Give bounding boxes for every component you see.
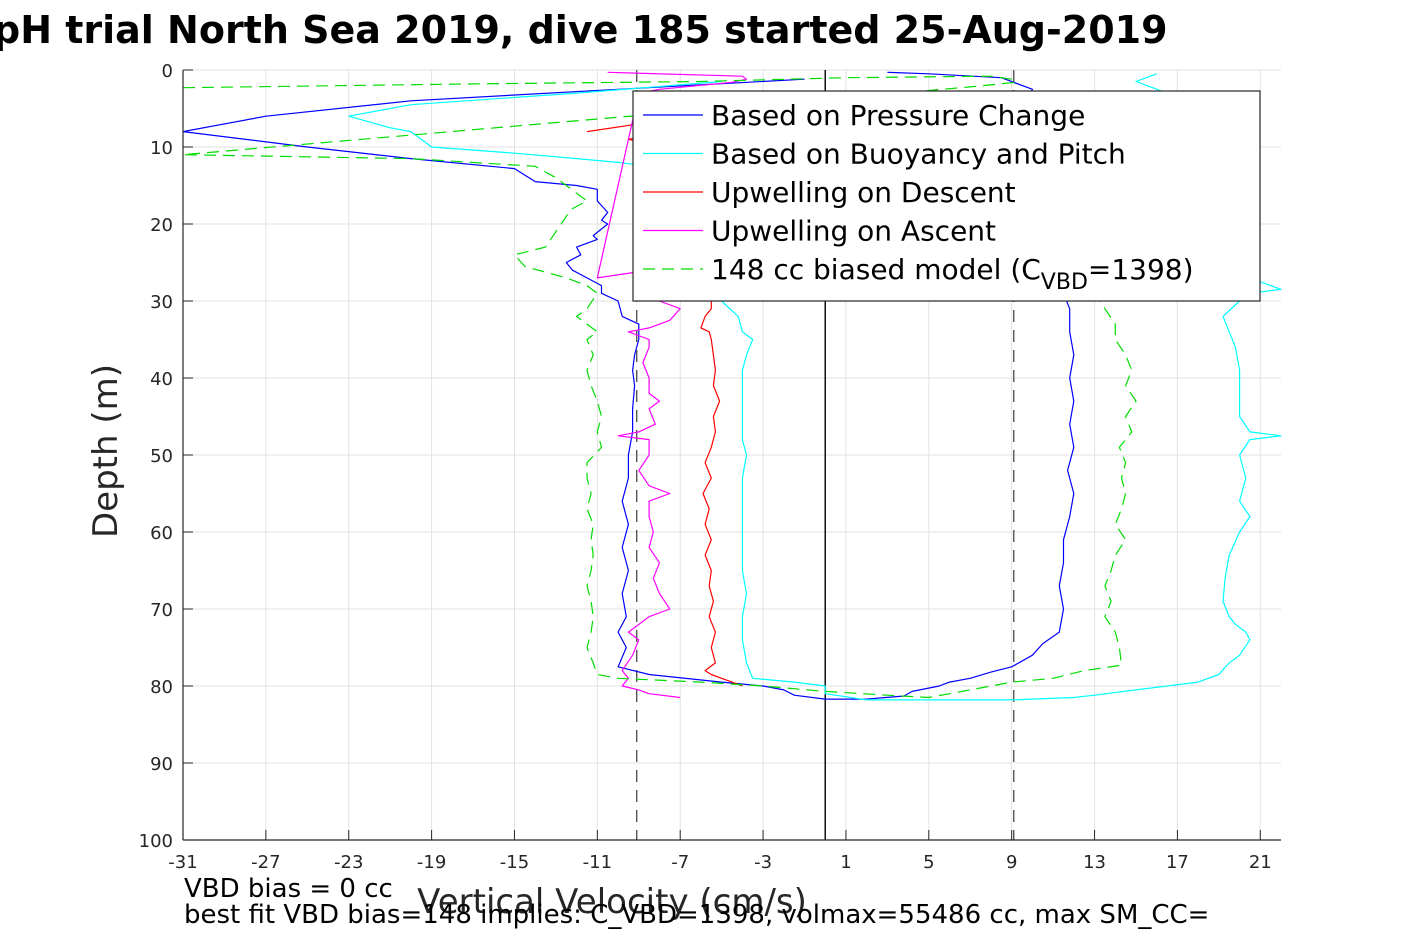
legend-label: Upwelling on Descent [711,176,1016,209]
footnote-best-fit: best fit VBD bias=148 implies: C_VBD=139… [184,900,1210,930]
x-axis-label: Vertical Velocity (cm/s) [417,882,807,922]
footnote-vbd-bias: VBD bias = 0 cc [184,874,393,904]
y-tick-label: 0 [162,61,173,82]
x-tick-label: 9 [1006,852,1017,873]
y-tick-label: 40 [150,369,173,390]
chart-title: pH trial North Sea 2019, dive 185 starte… [0,0,1417,60]
chart-title-text: pH trial North Sea 2019, dive 185 starte… [0,8,1168,52]
legend-label: Based on Pressure Change [711,99,1085,132]
y-axis-label: Depth (m) [86,364,126,538]
legend-label: Based on Buoyancy and Pitch [711,138,1126,171]
x-tick-label: -31 [168,852,197,873]
x-tick-label: -23 [334,852,363,873]
y-tick-label: 100 [139,831,173,852]
x-tick-label: 21 [1249,852,1272,873]
legend-box [632,90,1261,302]
x-tick-label: -3 [754,852,772,873]
legend-label: 148 cc biased model (CVBD=1398) [711,253,1194,295]
y-tick-label: 60 [150,523,173,544]
y-tick-label: 70 [150,600,173,621]
series-line [182,75,1137,699]
legend: Based on Pressure Change Based on Buoyanc… [632,90,1261,302]
y-tick-label: 90 [150,754,173,775]
y-tick-label: 30 [150,292,173,313]
y-tick-label: 80 [150,677,173,698]
y-tick-label: 50 [150,446,173,467]
x-tick-label: -15 [500,852,529,873]
y-tick-label: 20 [150,215,173,236]
legend-label-prefix: 148 cc biased model (C [711,253,1041,286]
legend-label-suffix: =1398) [1088,253,1194,286]
x-tick-label: -27 [251,852,280,873]
x-tick-label: 5 [923,852,934,873]
x-tick-label: -7 [671,852,689,873]
x-tick-label: -19 [417,852,446,873]
x-tick-label: -11 [583,852,612,873]
y-tick-label: 10 [150,138,173,159]
x-tick-label: 13 [1083,852,1106,873]
x-tick-label: 17 [1166,852,1189,873]
legend-label: Upwelling on Ascent [711,215,996,248]
x-tick-label: 1 [840,852,851,873]
series-line [182,71,1075,700]
legend-label-subscript: VBD [1041,270,1088,295]
